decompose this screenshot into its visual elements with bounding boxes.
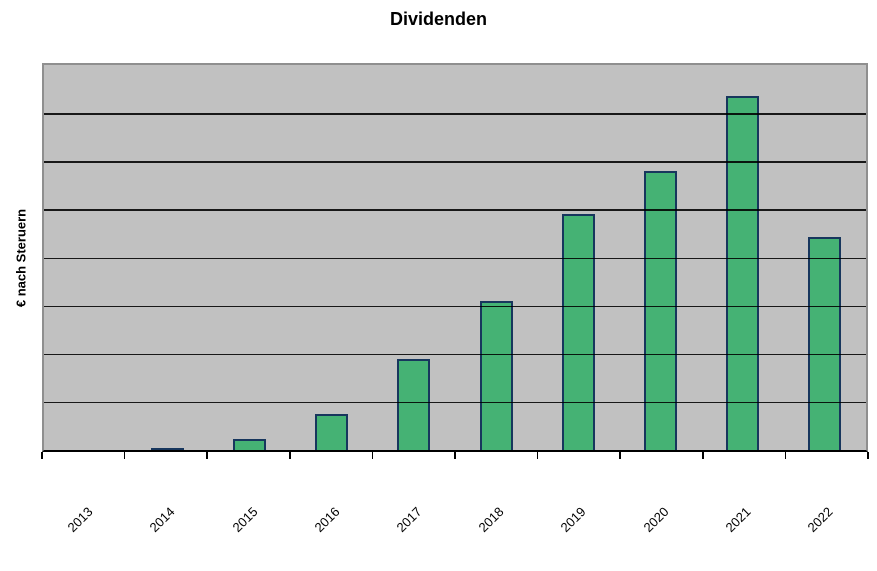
bar-2017 xyxy=(397,358,431,450)
x-axis-label-2021: 2021 xyxy=(722,504,754,536)
x-axis-tick xyxy=(454,452,456,459)
gridline xyxy=(44,353,866,356)
x-axis-tick xyxy=(702,452,704,459)
x-axis-label-2016: 2016 xyxy=(311,504,343,536)
bar-2020 xyxy=(644,170,677,450)
bar-2016 xyxy=(315,414,349,450)
x-axis-tick xyxy=(289,452,291,459)
gridline xyxy=(44,401,866,404)
gridline xyxy=(44,113,866,115)
gridline xyxy=(44,305,866,308)
bar-2018 xyxy=(479,301,513,450)
x-axis-label-2022: 2022 xyxy=(804,504,836,536)
x-axis-label-2018: 2018 xyxy=(475,504,507,536)
gridline xyxy=(44,209,866,211)
bar-2014 xyxy=(150,447,184,450)
x-axis-tick xyxy=(784,452,787,459)
x-axis-label-2013: 2013 xyxy=(64,504,96,536)
gridlines-layer xyxy=(44,65,866,450)
x-axis-tick xyxy=(371,452,374,459)
bar-2015 xyxy=(233,439,266,450)
x-axis-label-2014: 2014 xyxy=(146,504,178,536)
x-axis-label-2019: 2019 xyxy=(557,504,589,536)
x-axis-tick xyxy=(619,452,621,459)
x-axis-tick xyxy=(536,452,539,459)
gridline xyxy=(44,257,866,259)
bar-2019 xyxy=(561,214,595,450)
x-axis-tick xyxy=(123,452,126,459)
plot-area xyxy=(42,63,868,452)
chart-title: Dividenden xyxy=(389,9,487,29)
x-axis-tick xyxy=(206,452,208,459)
gridline xyxy=(44,161,866,163)
y-axis-label: € nach Steruern xyxy=(13,208,29,308)
x-axis-label-2015: 2015 xyxy=(229,504,261,536)
bar-2021 xyxy=(726,95,760,450)
x-axis-tick xyxy=(41,452,43,459)
x-axis-tick xyxy=(867,452,869,459)
bar-2022 xyxy=(808,236,842,450)
x-axis-label-2017: 2017 xyxy=(393,504,425,536)
bars-layer xyxy=(44,65,866,450)
x-axis-label-2020: 2020 xyxy=(640,504,672,536)
